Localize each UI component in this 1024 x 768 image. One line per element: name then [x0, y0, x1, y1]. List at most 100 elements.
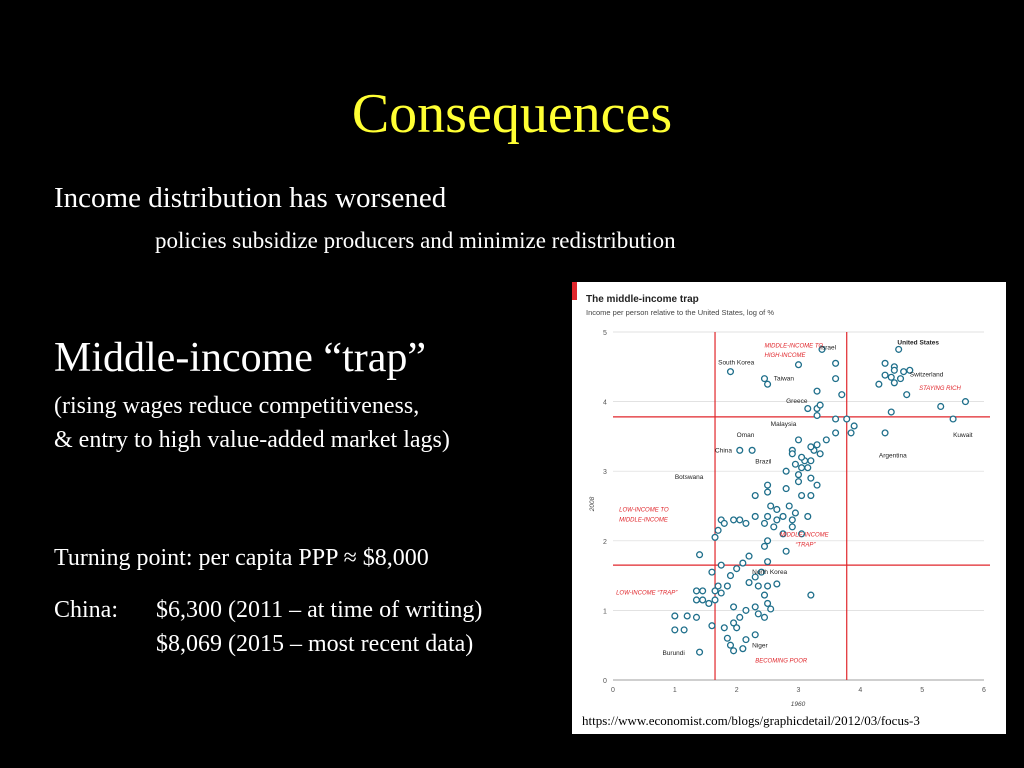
country-label: Botswana: [675, 474, 704, 481]
zone-label: LOW-INCOME “TRAP”: [616, 590, 678, 596]
data-point: [895, 345, 903, 353]
data-point: [760, 519, 769, 527]
data-point: [760, 542, 769, 550]
china-value-2011: $6,300 (2011 – at time of writing): [156, 597, 483, 623]
data-point: [736, 516, 744, 524]
country-label: Switzerland: [910, 372, 944, 379]
data-point: [742, 519, 750, 527]
data-point: [711, 533, 719, 541]
source-url[interactable]: https://www.economist.com/blogs/graphicd…: [582, 713, 920, 728]
data-point: [798, 453, 806, 461]
data-point: [788, 516, 796, 524]
data-point: [767, 605, 775, 613]
data-point: [798, 464, 806, 472]
data-point: [726, 368, 735, 376]
x-tick-label: 5: [920, 687, 924, 694]
chart-accent-bar: [572, 282, 577, 300]
data-point: [764, 582, 772, 590]
zone-label: MIDDLE-INCOME: [780, 533, 830, 539]
country-label: Niger: [752, 642, 768, 649]
data-point: [788, 523, 796, 531]
slide-title: Consequences: [351, 83, 673, 145]
data-point: [875, 380, 883, 388]
data-point: [764, 512, 772, 520]
country-label: Brazil: [755, 459, 772, 466]
data-point: [794, 361, 803, 369]
scatter-chart: The middle-income trap Income per person…: [572, 282, 990, 708]
x-tick-label: 6: [982, 687, 986, 694]
data-point: [832, 375, 840, 383]
data-point: [745, 579, 753, 587]
data-point: [730, 647, 738, 655]
data-point: [720, 519, 728, 527]
data-point: [794, 471, 803, 479]
data-point: [723, 582, 731, 590]
data-point: [961, 398, 970, 406]
data-point: [813, 387, 821, 395]
x-tick-label: 0: [611, 687, 615, 694]
data-point: [881, 359, 889, 367]
data-point: [807, 457, 815, 465]
data-point: [751, 631, 759, 639]
data-point: [751, 603, 759, 611]
data-point: [906, 366, 914, 374]
data-point: [788, 450, 796, 458]
data-point: [779, 530, 787, 538]
data-point: [807, 492, 815, 500]
data-point: [711, 587, 719, 595]
china-label: China:: [54, 597, 118, 623]
x-tick-label: 2: [735, 687, 739, 694]
data-point: [723, 634, 731, 642]
country-label: South Korea: [718, 360, 755, 367]
data-point: [890, 366, 898, 374]
data-point: [782, 547, 790, 555]
data-point: [804, 405, 812, 413]
data-point: [773, 516, 781, 524]
country-label: Malaysia: [771, 421, 797, 428]
y-tick-label: 1: [603, 608, 607, 615]
data-point: [717, 589, 725, 597]
china-value-2015: $8,069 (2015 – most recent data): [156, 631, 474, 657]
data-point: [770, 523, 778, 531]
data-point: [751, 492, 759, 500]
data-point: [896, 375, 905, 383]
x-tick-label: 4: [858, 687, 862, 694]
data-point: [937, 402, 945, 411]
data-point: [881, 429, 889, 437]
chart-title: The middle-income trap: [586, 294, 699, 305]
data-point: [785, 502, 793, 510]
data-point: [773, 505, 781, 514]
zone-label: BECOMING POOR: [755, 659, 808, 665]
data-point: [798, 530, 806, 538]
data-point: [832, 415, 840, 423]
data-point: [683, 612, 691, 620]
country-label: Taiwan: [774, 376, 795, 383]
data-point: [850, 422, 858, 430]
x-tick-label: 1: [673, 687, 677, 694]
data-point: [764, 537, 772, 545]
data-point: [818, 345, 826, 353]
data-point: [887, 408, 895, 416]
data-point: [733, 624, 741, 632]
middle-income-trap-heading: Middle-income “trap”: [54, 335, 427, 381]
data-point: [742, 636, 750, 644]
zone-label: MIDDLE-INCOME TO: [764, 343, 823, 349]
data-point: [764, 599, 772, 607]
data-point: [764, 558, 772, 566]
data-point: [900, 368, 908, 376]
y-tick-label: 3: [603, 469, 607, 476]
data-point: [754, 610, 762, 618]
data-point: [714, 582, 722, 590]
data-point: [764, 488, 772, 496]
data-point: [680, 626, 688, 634]
data-point: [760, 375, 769, 383]
y-tick-label: 0: [603, 678, 607, 685]
zone-label: HIGH-INCOME: [764, 353, 806, 359]
data-point: [782, 467, 790, 475]
country-label: Argentina: [879, 452, 907, 459]
data-point: [813, 411, 821, 420]
data-point: [764, 481, 772, 489]
economist-chart-panel: The middle-income trap Income per person…: [572, 282, 1006, 734]
data-point: [764, 380, 772, 388]
country-label: Israel: [820, 344, 836, 351]
